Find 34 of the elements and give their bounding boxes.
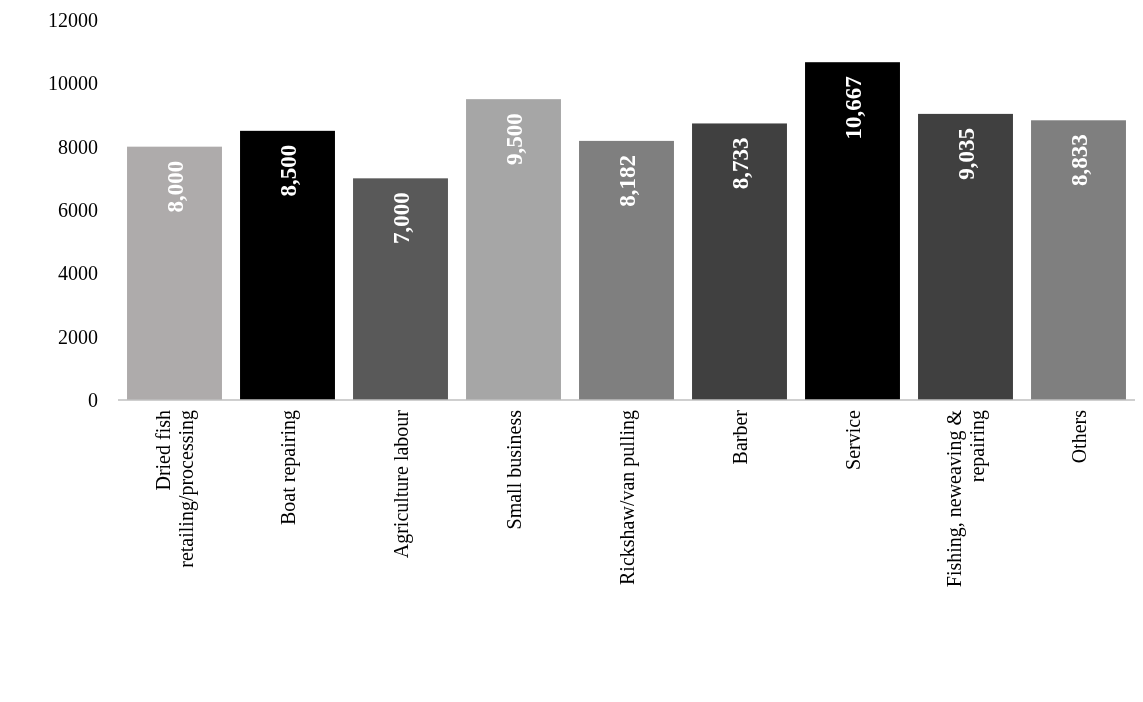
bar bbox=[918, 113, 1013, 400]
y-tick-label: 6000 bbox=[58, 199, 98, 221]
data-label: 8,833 bbox=[1066, 134, 1092, 187]
data-label: 9,500 bbox=[501, 113, 527, 165]
y-tick-label: 10000 bbox=[48, 72, 98, 95]
bar bbox=[1031, 120, 1126, 400]
y-tick-label: 8000 bbox=[58, 135, 98, 158]
bar bbox=[579, 140, 674, 400]
data-label: 8,182 bbox=[614, 154, 640, 207]
bar bbox=[353, 178, 448, 400]
x-tick-label: Barber bbox=[728, 409, 751, 465]
data-label: 9,035 bbox=[953, 127, 979, 180]
bar bbox=[240, 130, 335, 400]
data-label: 10,667 bbox=[840, 76, 866, 140]
x-tick-label: Others bbox=[1067, 409, 1090, 464]
y-tick-label: 12000 bbox=[48, 9, 98, 31]
data-label: 8,733 bbox=[727, 137, 753, 190]
x-tick-label: Agriculture labour bbox=[389, 409, 413, 559]
data-label: 8,000 bbox=[162, 160, 188, 213]
bar bbox=[692, 123, 787, 400]
x-tick-label: Service bbox=[841, 409, 864, 470]
y-tick-label: 2000 bbox=[58, 325, 98, 348]
x-tick-label: Fishing, neweaving & repairing bbox=[943, 409, 989, 588]
bar bbox=[127, 146, 222, 400]
data-label: 8,500 bbox=[275, 144, 301, 197]
x-tick-label: Dried fish retailing/processing bbox=[152, 410, 198, 568]
x-tick-label: Rickshaw/van pulling bbox=[615, 410, 639, 585]
y-tick-label: 0 bbox=[88, 389, 98, 411]
bar bbox=[466, 99, 561, 400]
x-tick-label: Small business bbox=[502, 409, 525, 530]
y-tick-label: 4000 bbox=[58, 262, 98, 285]
data-label: 7,000 bbox=[388, 192, 414, 245]
x-tick-label: Boat repairing bbox=[276, 410, 300, 525]
bar bbox=[805, 62, 900, 400]
